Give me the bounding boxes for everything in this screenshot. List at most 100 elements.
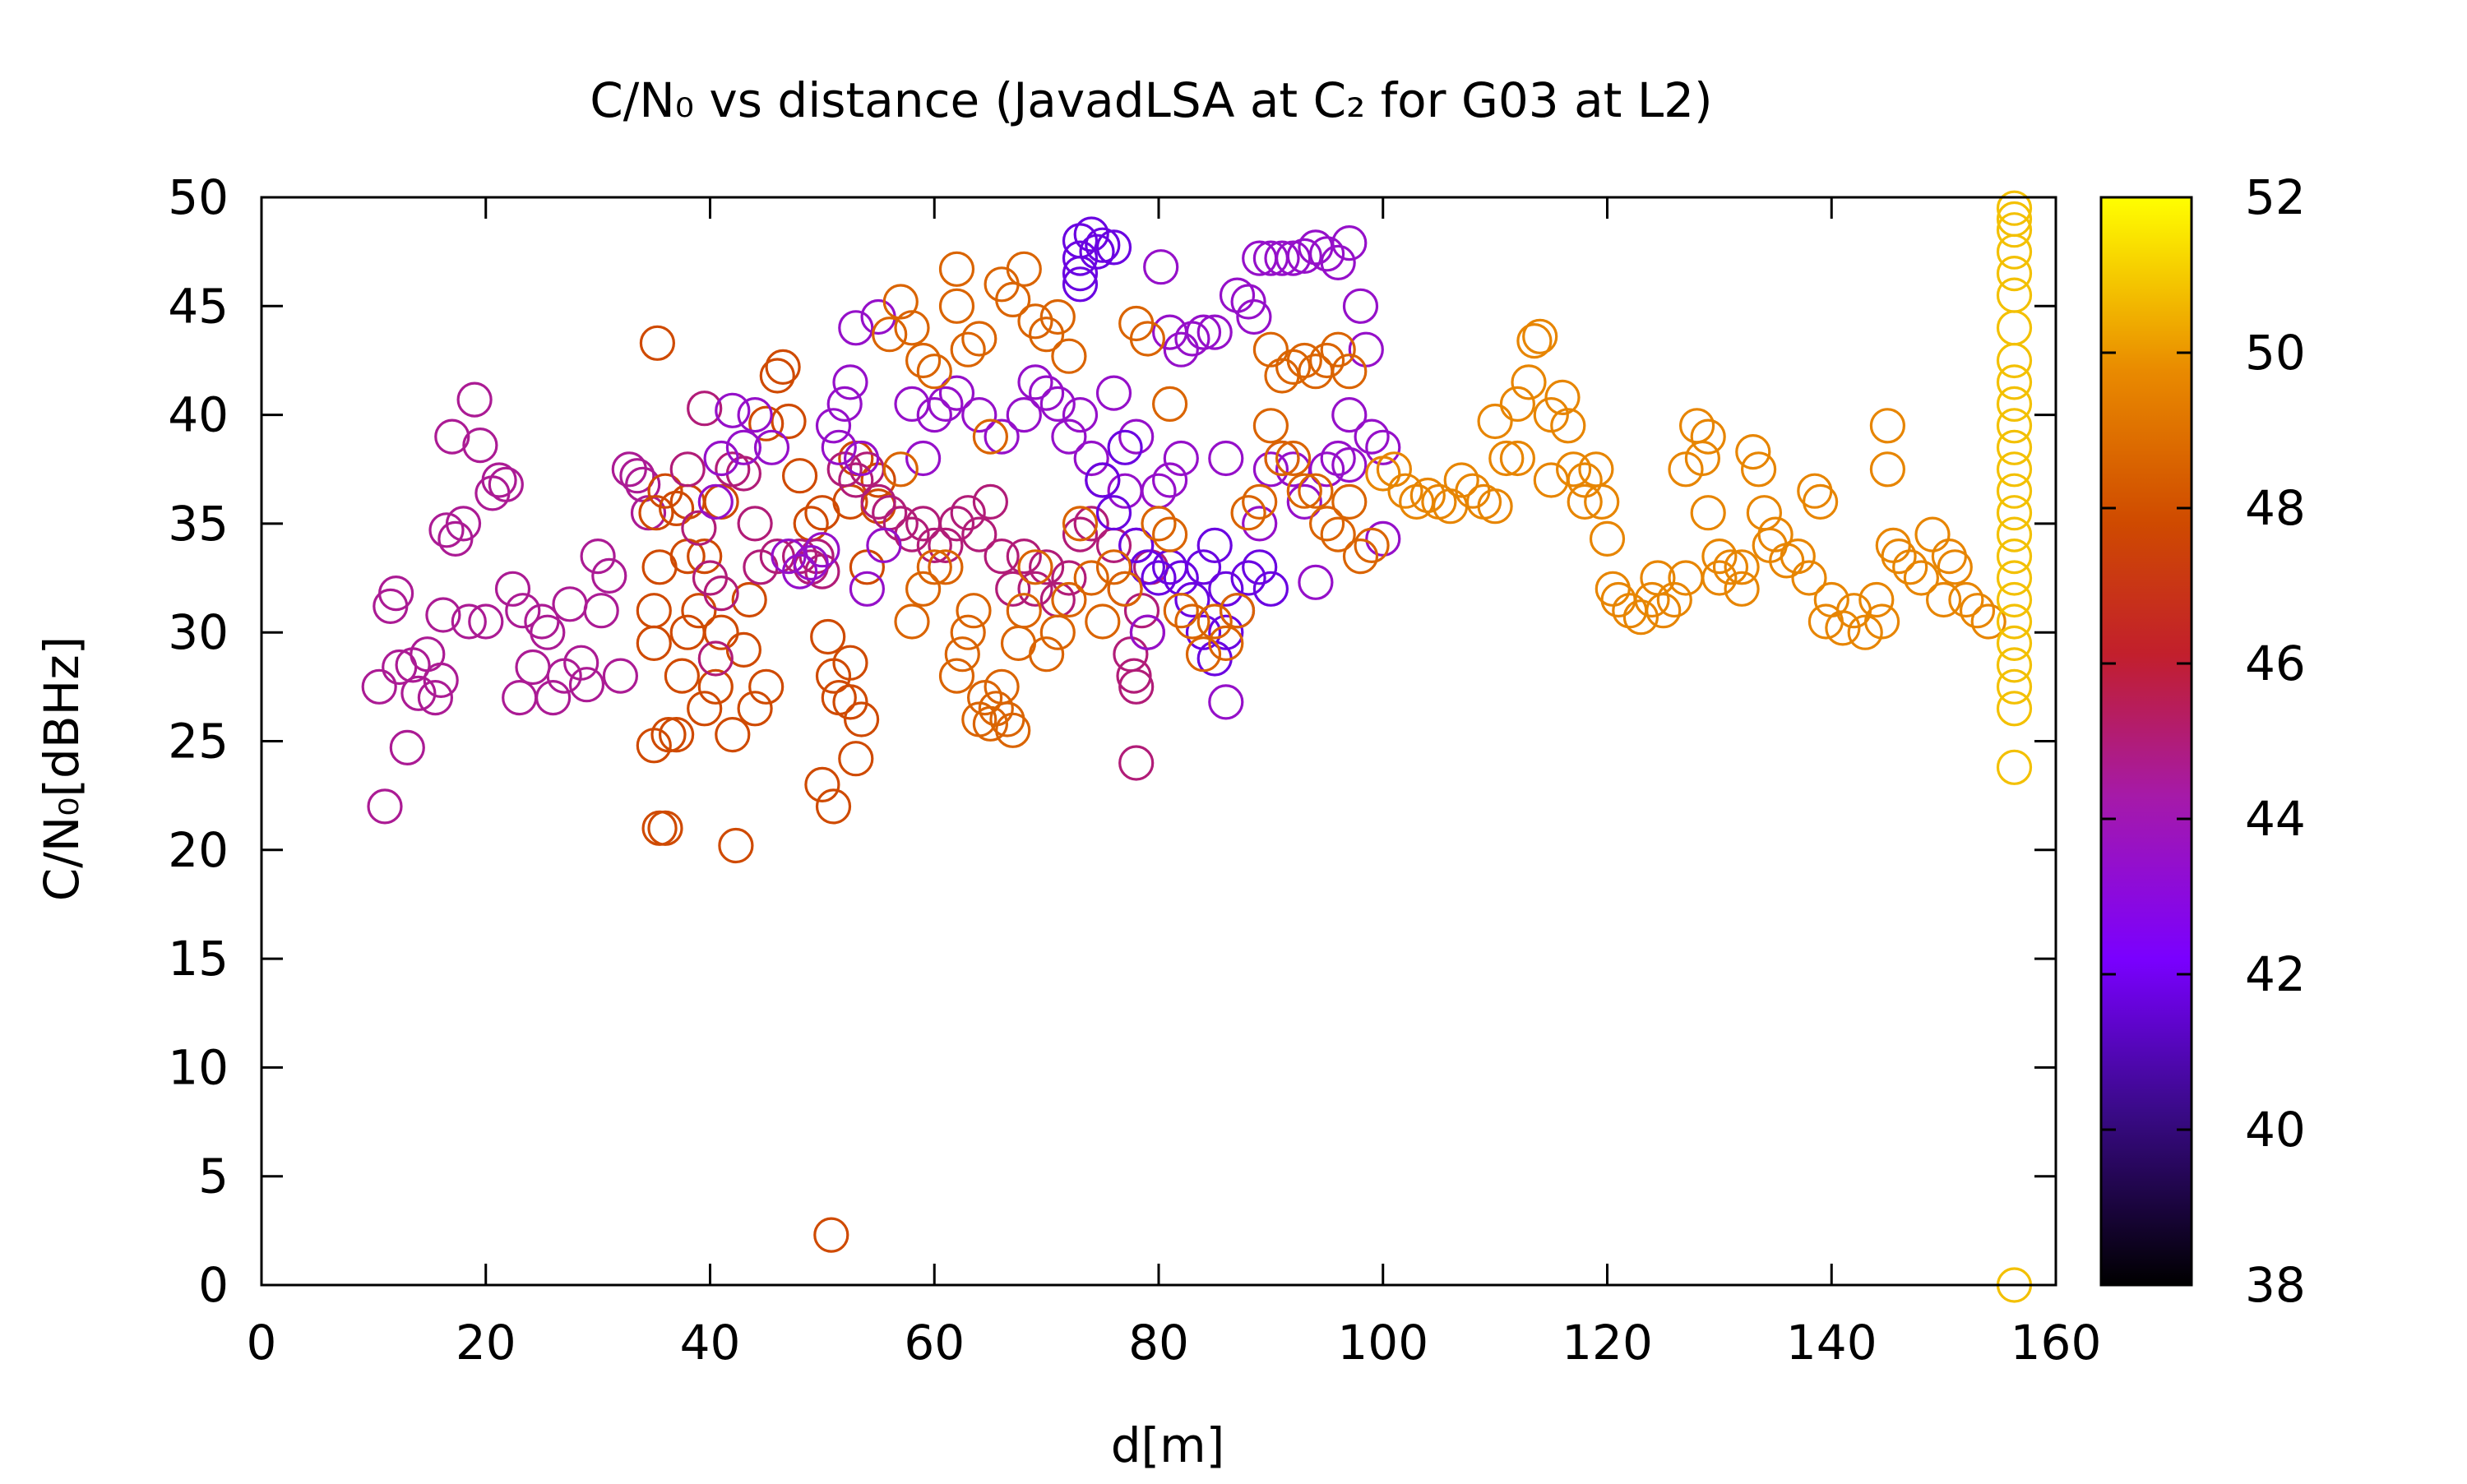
data-point [1996, 386, 2033, 422]
data-point [771, 403, 807, 440]
data-point [583, 593, 619, 629]
data-point [815, 788, 852, 825]
data-point [1354, 418, 1390, 455]
data-point [481, 462, 517, 498]
x-axis-label: d[m] [1111, 1417, 1225, 1473]
x-tick-label: 120 [1562, 1315, 1653, 1371]
data-point [894, 310, 930, 346]
data-point [1354, 527, 1390, 564]
data-point [737, 397, 773, 433]
data-point [703, 614, 739, 650]
y-tick-label: 45 [168, 278, 229, 334]
data-point [1151, 462, 1188, 498]
data-point [1275, 240, 1312, 276]
data-point [1488, 440, 1525, 477]
data-point [1926, 581, 1962, 618]
data-point [1051, 418, 1087, 455]
y-tick-label: 0 [198, 1257, 229, 1313]
data-point [916, 527, 952, 564]
data-point [1208, 684, 1244, 720]
data-point [1948, 581, 1984, 618]
data-point [938, 288, 975, 324]
y-tick-label: 10 [168, 1039, 229, 1095]
data-point [703, 440, 739, 477]
data-point [658, 716, 695, 753]
data-point [938, 375, 975, 411]
y-tick-label: 5 [198, 1149, 229, 1204]
data-point [1780, 538, 1816, 575]
data-point [781, 553, 818, 589]
data-point [1996, 364, 2033, 400]
data-point [425, 597, 461, 633]
data-point [602, 658, 639, 694]
data-point [1079, 233, 1115, 270]
data-point [843, 701, 880, 737]
data-point [1477, 403, 1513, 440]
data-point [1511, 364, 1547, 400]
data-point [995, 712, 1031, 748]
data-point [1208, 625, 1244, 662]
data-point [1656, 581, 1692, 618]
data-point [1163, 331, 1199, 368]
data-point [1996, 201, 2033, 238]
data-point [928, 386, 964, 422]
data-point [703, 575, 739, 612]
data-point [1242, 506, 1278, 542]
data-point [650, 716, 687, 753]
data-point [972, 418, 1009, 455]
data-point [1062, 506, 1099, 542]
data-point [1051, 338, 1087, 374]
data-point [956, 593, 992, 629]
data-point [1095, 495, 1132, 531]
data-point [1937, 549, 1973, 585]
data-point [753, 429, 790, 465]
data-point [1073, 560, 1109, 596]
data-point [1275, 349, 1312, 385]
data-point [1006, 538, 1042, 575]
data-point [718, 827, 754, 864]
data-point [502, 679, 538, 716]
data-point [1996, 277, 2033, 313]
data-point [1006, 397, 1042, 433]
data-point [1230, 284, 1266, 320]
data-point [1095, 375, 1132, 411]
data-point [1085, 227, 1121, 263]
data-point [1996, 749, 2033, 785]
data-point [972, 483, 1009, 520]
data-point [1567, 483, 1603, 520]
data-point [1589, 520, 1626, 557]
data-point [972, 705, 1009, 742]
data-point [1028, 549, 1065, 585]
data-point [1163, 593, 1199, 629]
data-point [1996, 581, 2033, 618]
data-point [1017, 303, 1053, 340]
data-point [1107, 429, 1143, 465]
data-point [1622, 599, 1659, 636]
data-point [938, 251, 975, 287]
data-point [647, 810, 683, 846]
data-point [367, 788, 403, 825]
data-point [1903, 560, 1939, 596]
data-point [916, 549, 952, 585]
data-point [1892, 549, 1928, 585]
data-point [1724, 549, 1760, 585]
data-point [826, 386, 863, 422]
data-point [451, 603, 487, 640]
colorbar-tick-label: 44 [2245, 791, 2306, 847]
data-point [361, 668, 397, 705]
data-point [815, 408, 852, 444]
data-point [821, 429, 857, 465]
data-point [1724, 571, 1760, 607]
colorbar-gradient [2099, 196, 2193, 1287]
scatter-points [361, 190, 2033, 1303]
data-point [1331, 397, 1368, 433]
data-point [1095, 229, 1132, 266]
data-point [1331, 354, 1368, 390]
colorbar-tick-label: 48 [2245, 480, 2306, 536]
data-point [1039, 386, 1076, 422]
data-point [748, 668, 785, 705]
data-point [1522, 318, 1558, 354]
data-point [916, 397, 952, 433]
data-point [737, 691, 773, 727]
data-point [838, 741, 874, 777]
